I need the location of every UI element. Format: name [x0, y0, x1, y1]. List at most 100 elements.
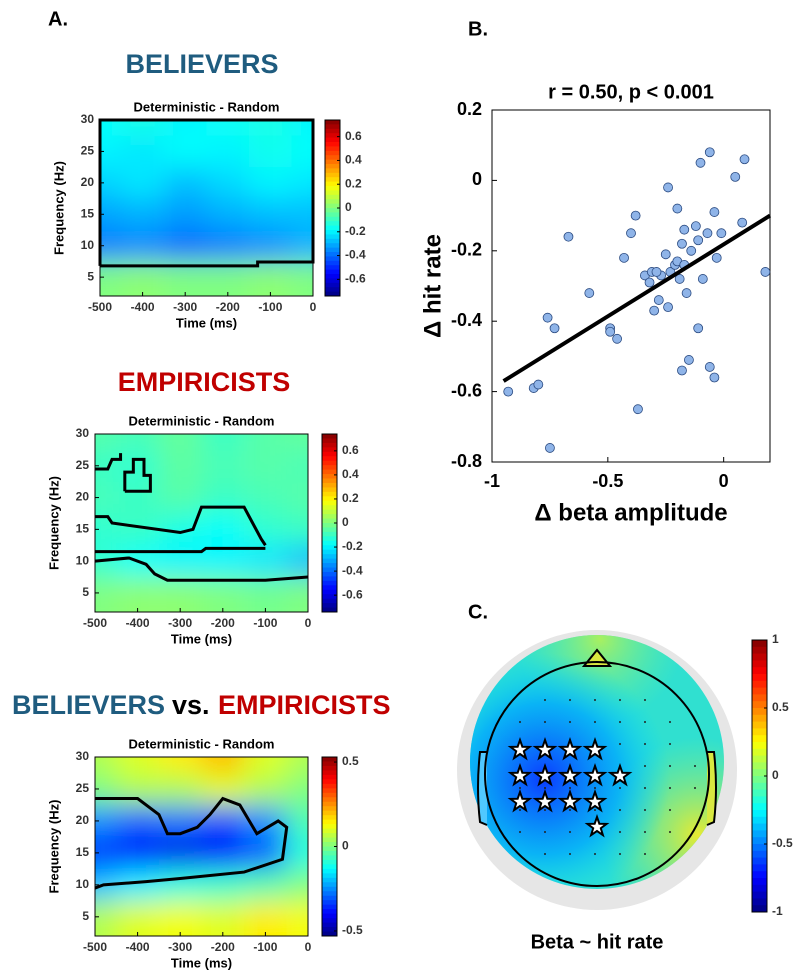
heatmap-cell: [201, 900, 245, 936]
electrode: [619, 831, 621, 833]
significance-star: [584, 813, 610, 838]
heatmap-cell: [95, 804, 117, 837]
x-tick-label: -300: [168, 616, 192, 630]
colorbar-swatch: [322, 527, 337, 533]
electrodes: [507, 699, 696, 855]
heatmap-cell: [158, 836, 202, 869]
electrode: [569, 699, 571, 701]
colorbar-swatch: [322, 868, 337, 874]
colorbar-swatch: [322, 496, 337, 502]
x-tick-label: -1: [484, 471, 500, 491]
heatmap-cell: [158, 545, 202, 578]
colorbar-swatch: [752, 796, 767, 804]
colorbar-swatch: [325, 216, 340, 222]
x-tick-label: 0: [305, 616, 312, 630]
colorbar-tick-label: 1: [772, 632, 779, 646]
colorbar-swatch: [752, 660, 767, 668]
colorbar-tick-label: 0.2: [342, 491, 359, 505]
group-title: BELIEVERS: [12, 690, 165, 720]
x-tick-label: -300: [173, 300, 197, 314]
scatter-point: [633, 404, 643, 415]
colorbar-swatch: [322, 904, 337, 910]
heatmap-cell: [100, 230, 122, 262]
colorbar-swatch: [325, 221, 340, 227]
electrode: [644, 721, 646, 723]
electrode: [619, 853, 621, 855]
colorbar-swatch: [325, 177, 340, 183]
colorbar-swatch: [322, 850, 337, 856]
colorbar-swatch: [322, 478, 337, 484]
electrode: [544, 853, 546, 855]
colorbar-swatch: [322, 788, 337, 794]
colorbar-swatch: [752, 857, 767, 865]
heatmap-cell: [163, 167, 207, 199]
colorbar-tick-label: -0.4: [342, 563, 363, 577]
heatmap-cell: [158, 772, 202, 805]
heatmap-cell: [244, 449, 287, 482]
electrode: [569, 809, 571, 811]
colorbar-swatch: [322, 567, 337, 573]
colorbar-tick-label: -0.2: [345, 224, 366, 238]
colorbar-swatch: [322, 882, 337, 888]
colorbar-swatch: [325, 146, 340, 152]
cluster-contour: [94, 796, 289, 890]
colorbar-swatch: [752, 667, 767, 675]
heatmap-cell: [244, 481, 287, 514]
colorbar-swatch: [752, 714, 767, 723]
heatmap-cell: [116, 757, 159, 773]
y-axis-label: Frequency (Hz): [46, 800, 61, 894]
scatter-point: [709, 207, 720, 217]
head-outline: [484, 661, 710, 887]
significance-star: [582, 788, 608, 813]
scatter-point: [649, 305, 660, 316]
colorbar-swatch: [325, 291, 340, 297]
colorbar-swatch: [325, 186, 340, 191]
scatter-point: [730, 171, 741, 182]
colorbar-swatch: [322, 531, 337, 537]
heatmap-cell: [121, 198, 164, 230]
electrode: [544, 699, 546, 701]
y-tick-label: -0.6: [451, 380, 482, 400]
electrode: [694, 787, 696, 789]
colorbar-swatch: [322, 594, 337, 600]
electrode: [644, 743, 646, 745]
colorbar-swatch: [752, 803, 767, 811]
colorbar-swatch: [325, 168, 340, 174]
significance-star: [507, 788, 533, 813]
scatter-point: [693, 235, 704, 246]
heatmap-cell: [286, 757, 308, 773]
colorbar-swatch: [752, 694, 767, 702]
colorbar-swatch: [325, 278, 340, 284]
y-tick-label: 15: [76, 845, 90, 859]
colorbar-swatch: [325, 225, 340, 231]
colorbar-swatch: [322, 536, 337, 542]
colorbar-swatch: [322, 842, 337, 847]
colorbar-tick-label: -0.6: [342, 587, 363, 601]
colorbar-tick-label: -0.5: [772, 836, 793, 850]
heatmap-cell: [249, 135, 292, 168]
y-tick-label: 30: [76, 749, 90, 763]
scatter-point: [677, 365, 687, 376]
x-tick-label: -300: [168, 940, 192, 954]
scatter-point: [693, 323, 704, 334]
panel-label: B.: [468, 18, 488, 40]
heatmap-cell: [95, 757, 117, 773]
heatmap-cell: [286, 868, 308, 901]
colorbar-swatch: [325, 190, 340, 196]
heatmap-cell: [244, 772, 287, 805]
colorbar-swatch: [322, 797, 337, 803]
colorbar-swatch: [322, 918, 337, 924]
electrode: [544, 721, 546, 723]
colorbar-tick-label: 0.2: [345, 176, 362, 190]
heatmap-cell: [291, 261, 313, 296]
heatmap-cell: [206, 135, 250, 168]
y-tick-label: 15: [81, 206, 95, 220]
x-tick-label: -100: [253, 616, 277, 630]
heatmap-cell: [121, 120, 164, 136]
significance-star: [507, 762, 533, 787]
y-tick-label: 5: [82, 909, 89, 923]
heatmap-cell: [291, 135, 313, 168]
colorbar-tick-label: 0.6: [342, 443, 359, 457]
heatmap-cell: [158, 434, 202, 450]
colorbar-swatch: [322, 509, 337, 515]
